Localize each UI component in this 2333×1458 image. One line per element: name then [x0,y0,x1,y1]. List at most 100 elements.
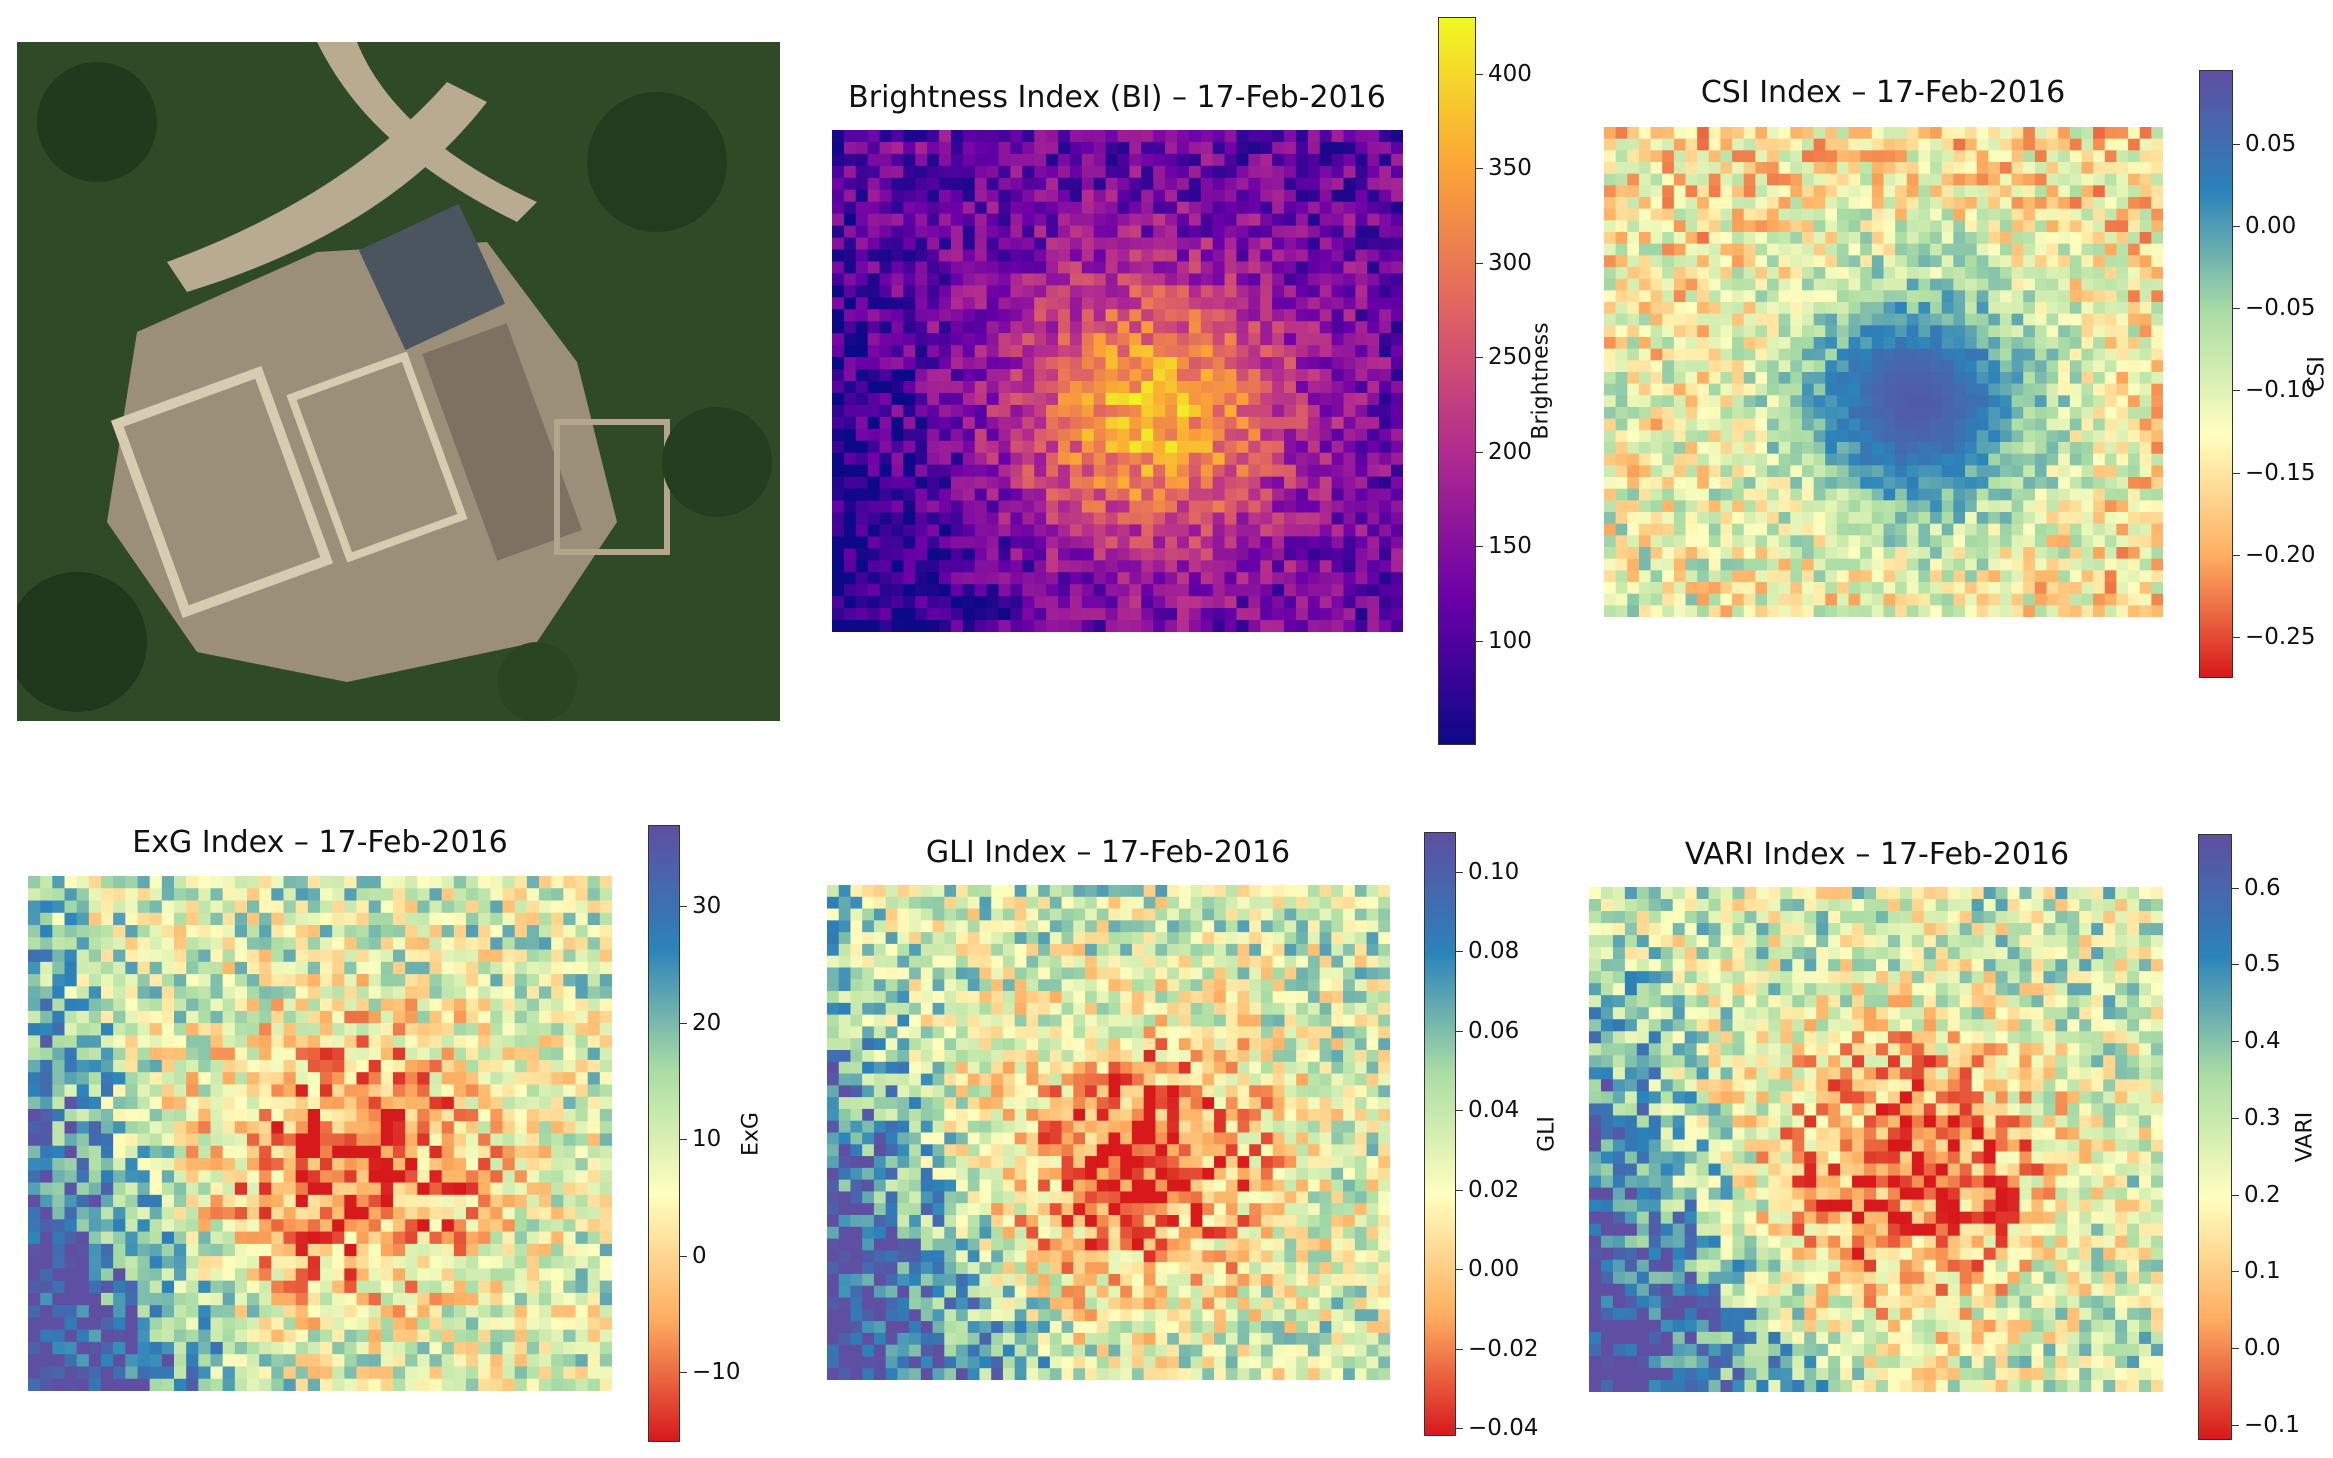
heatmap-cell [1081,177,1095,191]
heatmap-cell [1778,185,1791,198]
heatmap-cell [1778,547,1791,560]
heatmap-cell [1165,572,1178,585]
heatmap-cell [1965,535,1978,548]
heatmap-cell [198,912,212,926]
heatmap-cell [1129,309,1142,322]
heatmap-cell [1355,548,1368,561]
heatmap-cell [855,404,869,418]
heatmap-cell [2116,523,2129,536]
heatmap-cell [1022,189,1035,203]
heatmap-cell [1284,369,1297,382]
heatmap-cell [1906,442,1920,455]
heatmap-cell [1836,313,1850,326]
heatmap-cell [1236,584,1249,597]
heatmap-cell [1743,313,1756,326]
heatmap-cell [1367,416,1380,430]
heatmap-cell [843,201,857,215]
heatmap-cell [1069,596,1083,609]
heatmap-cell [222,949,236,963]
heatmap-cell [1105,141,1119,155]
heatmap-cell [1871,430,1885,443]
heatmap-cell [551,1035,564,1049]
heatmap-cell [1604,418,1617,431]
heatmap-cell [1976,395,1989,408]
heatmap-cell [1153,608,1166,621]
heatmap-cell [879,141,893,155]
heatmap-cell [974,189,988,203]
heatmap-cell [453,949,467,963]
heatmap-cell [1260,620,1273,632]
heatmap-cell [1767,290,1780,303]
heatmap-cell [1650,302,1663,315]
heatmap-cell [855,596,869,609]
heatmap-cell [1224,333,1238,346]
heatmap-cell [927,333,940,346]
heatmap-cell [1801,302,1815,315]
heatmap-cell [1685,232,1698,245]
heatmap-cell [198,1010,212,1024]
heatmap-cell [939,333,952,346]
heatmap-cell [1755,208,1768,221]
heatmap-cell [1673,360,1687,373]
heatmap-cell [1790,267,1803,280]
heatmap-cell [1615,162,1628,175]
heatmap-cell [2046,138,2059,151]
heatmap-cell [2034,488,2048,501]
heatmap-cell [832,333,845,346]
heatmap-cell [1391,572,1403,585]
heatmap-cell [1093,201,1107,215]
heatmap-cell [1965,302,1978,315]
heatmap-cell [356,961,370,975]
heatmap-cell [1307,608,1321,621]
heatmap-cell [575,925,589,938]
heatmap-cell [429,1010,443,1024]
heatmap-cell [974,130,988,143]
heatmap-cell [1212,321,1226,334]
heatmap-cell [575,888,589,902]
heatmap-cell [1930,313,1943,326]
heatmap-cell [1615,197,1628,210]
heatmap-cell [1732,325,1745,338]
heatmap-cell [843,524,857,537]
heatmap-cell [1662,535,1675,548]
heatmap-cell [1988,348,2001,361]
heatmap-cell [393,937,406,951]
heatmap-cell [1848,465,1861,478]
heatmap-cell [2058,255,2071,268]
heatmap-cell [1093,548,1107,561]
heatmap-cell [2116,547,2129,560]
heatmap-cell [1307,225,1321,239]
heatmap-cell [832,392,845,406]
heatmap-cell [2011,138,2024,151]
heatmap-cell [1248,130,1261,143]
heatmap-cell [40,912,53,926]
heatmap-cell [915,237,928,251]
heatmap-cell [915,249,928,263]
heatmap-cell [1848,302,1861,315]
heatmap-cell [2139,407,2152,420]
heatmap-cell [344,961,358,975]
heatmap-cell [915,345,928,358]
heatmap-cell [1069,237,1083,251]
heatmap-cell [986,488,1000,502]
heatmap-cell [40,1072,53,1086]
heatmap-cell [2081,243,2094,256]
heatmap-cell [320,986,333,1000]
heatmap-cell [1801,127,1815,140]
heatmap-cell [962,333,976,346]
heatmap-cell [417,1096,431,1110]
heatmap-cell [1295,548,1309,561]
heatmap-cell [259,1035,272,1049]
heatmap-cell [1673,418,1687,431]
heatmap-cell [1046,177,1059,191]
heatmap-cell [1930,512,1943,525]
heatmap-cell [1813,593,1826,606]
heatmap-cell [1058,548,1071,561]
heatmap-cell [1965,512,1978,525]
heatmap-cell [1976,138,1989,151]
heatmap-cell [1871,605,1885,617]
heatmap-cell [1248,608,1261,621]
heatmap-cell [1930,138,1943,151]
heatmap-cell [1790,512,1803,525]
heatmap-cell [1200,237,1214,251]
